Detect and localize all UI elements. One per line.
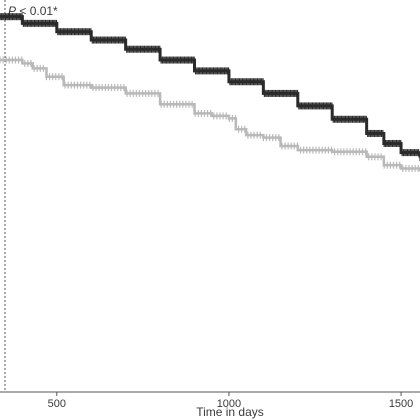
- series-layer: [0, 13, 420, 172]
- x-ticks: 500 1000 1500: [48, 392, 413, 410]
- survival-curve-2: [0, 58, 420, 171]
- censor-marks-2: [0, 56, 419, 172]
- x-tick-label: 500: [48, 398, 66, 410]
- p-value-text: < 0.01*: [16, 4, 58, 18]
- survival-curve-1: [0, 15, 420, 158]
- x-tick-label: 1500: [389, 398, 413, 410]
- x-tick-label: 1000: [217, 398, 241, 410]
- p-value-annotation: P < 0.01*: [8, 4, 58, 18]
- p-value-italic: P: [8, 4, 16, 18]
- censor-marks-1: [0, 13, 420, 162]
- x-axis-title: Time in days: [196, 405, 264, 419]
